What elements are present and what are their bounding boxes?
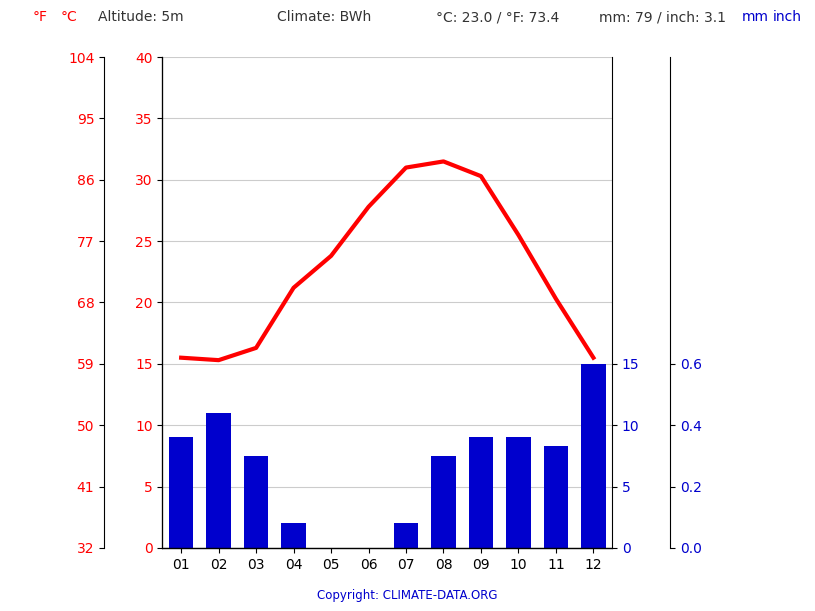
Text: Climate: BWh: Climate: BWh bbox=[277, 10, 372, 24]
Bar bbox=[206, 413, 231, 548]
Text: °C: 23.0 / °F: 73.4: °C: 23.0 / °F: 73.4 bbox=[436, 10, 559, 24]
Text: mm: 79 / inch: 3.1: mm: 79 / inch: 3.1 bbox=[599, 10, 726, 24]
Text: inch: inch bbox=[773, 10, 802, 24]
Text: mm: mm bbox=[742, 10, 769, 24]
Bar bbox=[544, 446, 568, 548]
Bar bbox=[581, 364, 606, 548]
Bar bbox=[281, 523, 306, 548]
Text: Copyright: CLIMATE-DATA.ORG: Copyright: CLIMATE-DATA.ORG bbox=[317, 589, 498, 602]
Bar bbox=[431, 456, 456, 548]
Bar bbox=[506, 437, 531, 548]
Text: °C: °C bbox=[61, 10, 78, 24]
Bar bbox=[394, 523, 418, 548]
Text: °F: °F bbox=[33, 10, 47, 24]
Bar bbox=[244, 456, 268, 548]
Text: Altitude: 5m: Altitude: 5m bbox=[98, 10, 183, 24]
Bar bbox=[469, 437, 493, 548]
Bar bbox=[169, 437, 193, 548]
